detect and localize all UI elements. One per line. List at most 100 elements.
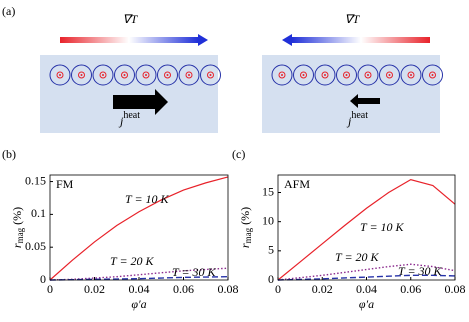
- spin-ring: [99, 71, 107, 79]
- spin-ring: [121, 71, 128, 79]
- spin-dot: [188, 74, 190, 76]
- spin-circle: [314, 64, 336, 86]
- spin-ring: [164, 71, 171, 79]
- panel-label: (b): [2, 147, 16, 161]
- x-tick-label: 0.04: [356, 282, 377, 296]
- sample-left: [40, 55, 218, 133]
- spin-ring: [185, 71, 193, 79]
- sample-right: [262, 55, 440, 133]
- spin-ring: [278, 71, 286, 79]
- y-tick-label: 0: [268, 272, 274, 286]
- spin-ring: [407, 71, 415, 79]
- current-label: jheat: [346, 110, 368, 127]
- arrow-head: [198, 34, 208, 46]
- heat-arrow: [113, 89, 168, 115]
- spin-circle: [200, 64, 221, 86]
- y-axis-label: rmag (%): [238, 207, 253, 248]
- spin-ring: [56, 71, 64, 79]
- y-axis-label-part: r: [238, 243, 252, 248]
- spin-ring: [300, 71, 307, 79]
- spin-circle: [157, 64, 178, 86]
- panel-label: (a): [2, 4, 15, 18]
- x-tick-label: 0.02: [312, 282, 333, 296]
- spin-ring: [429, 71, 436, 79]
- current-symbol: j: [346, 114, 352, 128]
- spin-circle: [357, 64, 379, 86]
- spin-dot: [123, 74, 126, 76]
- y-tick-label: 15: [262, 184, 274, 198]
- gradient-bar: [60, 37, 198, 43]
- spin-ring: [364, 71, 372, 79]
- series-label: T = 10 K: [125, 192, 170, 206]
- spin-ring: [321, 71, 329, 79]
- spin-circle: [135, 64, 157, 86]
- series-line: [277, 179, 456, 281]
- x-tick-label: 0: [47, 282, 53, 296]
- series-label: T = 30 K: [172, 265, 217, 279]
- series-label: T = 30 K: [398, 264, 443, 278]
- y-tick-label: 5: [268, 243, 274, 257]
- plot-frame: [277, 174, 456, 281]
- x-axis-label: φ′a: [359, 297, 374, 311]
- spin-dot: [80, 74, 83, 76]
- panel-label: (c): [232, 147, 245, 161]
- spin-circle: [71, 64, 92, 86]
- spin-dot: [431, 74, 434, 76]
- spin-ring: [386, 71, 393, 79]
- plot-frame: [49, 174, 229, 281]
- spin-circle: [49, 64, 71, 86]
- gradient-label: ∇T: [123, 12, 139, 26]
- spin-dot: [102, 74, 104, 76]
- spin-ring: [142, 71, 150, 79]
- y-axis-label-part: mag: [243, 227, 253, 243]
- spin-circle: [379, 64, 400, 86]
- series-label: T = 10 K: [360, 220, 405, 234]
- spin-ring: [343, 71, 350, 79]
- spin-dot: [410, 74, 412, 76]
- spin-circle: [400, 64, 422, 86]
- series-line: [49, 176, 229, 281]
- gradient-label: ∇T: [345, 12, 361, 26]
- spin-dot: [345, 74, 348, 76]
- y-axis-label: rmag (%): [10, 207, 25, 248]
- series-line: [49, 276, 229, 281]
- spin-ring: [207, 71, 214, 79]
- current-label: jheat: [118, 110, 140, 127]
- spin-circle: [114, 64, 135, 86]
- spin-circle: [92, 64, 114, 86]
- current-sup: heat: [351, 110, 368, 121]
- arrow-head: [282, 34, 292, 46]
- spin-row: [49, 64, 443, 86]
- x-tick-label: 0.06: [173, 282, 194, 296]
- spin-circle: [293, 64, 314, 86]
- spin-circle: [271, 64, 293, 86]
- spin-dot: [59, 74, 61, 76]
- spin-circle: [422, 64, 443, 86]
- spin-dot: [388, 74, 391, 76]
- spin-ring: [78, 71, 85, 79]
- series-label: T = 20 K: [110, 254, 155, 268]
- y-tick-label: 0.15: [25, 173, 46, 187]
- spin-dot: [367, 74, 369, 76]
- gradient-bar: [292, 37, 430, 43]
- current-sup: heat: [123, 110, 140, 121]
- x-axis-label: φ′a: [131, 297, 146, 311]
- y-axis-label-part: r: [10, 243, 24, 248]
- y-tick-label: 10: [262, 213, 274, 227]
- panel-text: AFM: [284, 177, 310, 191]
- spin-circle: [336, 64, 357, 86]
- x-tick-label: 0.04: [129, 282, 150, 296]
- y-axis-label-part: (%): [238, 207, 252, 228]
- series-line: [277, 274, 456, 281]
- x-tick-label: 0.08: [218, 282, 239, 296]
- x-tick-label: 0.06: [400, 282, 421, 296]
- heat-arrow: [350, 94, 380, 108]
- spin-dot: [209, 74, 212, 76]
- spin-dot: [145, 74, 147, 76]
- series-label: T = 20 K: [335, 250, 380, 264]
- spin-circle: [178, 64, 200, 86]
- y-tick-label: 0.1: [31, 206, 46, 220]
- y-tick-label: 0.05: [25, 239, 46, 253]
- y-axis-label-part: mag: [15, 227, 25, 243]
